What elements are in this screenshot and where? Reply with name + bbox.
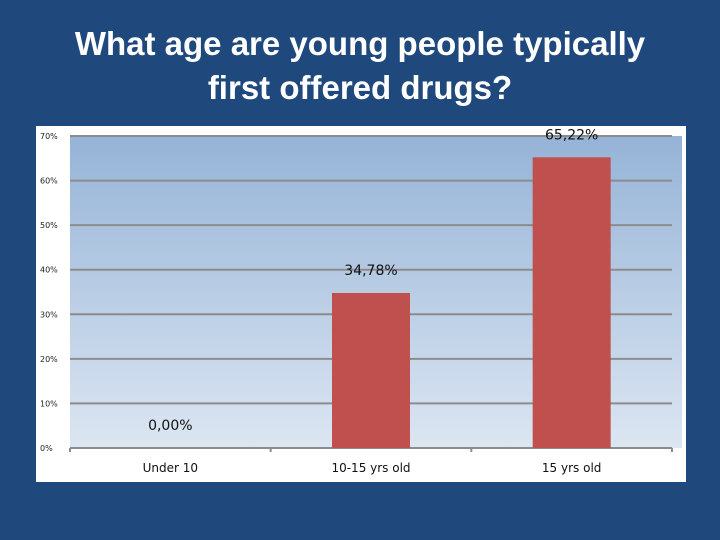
x-category-label: Under 10 [143,461,198,475]
data-label-1: 0,00% [148,418,192,434]
bar-3 [532,157,611,448]
bars [332,157,611,448]
y-tick-label: 20% [40,355,58,364]
x-axis-ticks: Under 10 10-15 yrs old 15 yrs old [69,448,673,475]
slide-title: What age are young people typically firs… [20,22,700,110]
x-category-label: 10-15 yrs old [331,461,410,475]
y-axis-ticks: 0% 10% 20% 30% 40% 50% 60% 70% [40,132,58,453]
slide-title-line-2: first offered drugs? [207,69,513,106]
y-tick-label: 40% [40,266,58,275]
y-tick-label: 10% [40,399,58,408]
y-tick-label: 60% [40,177,58,186]
chart-panel: 0% 10% 20% 30% 40% 50% 60% 70% Under 10 10-15 yr… [36,126,686,482]
y-tick-label: 50% [40,221,58,230]
x-category-label: 15 yrs old [542,461,601,475]
data-label-2: 34,78% [344,263,397,279]
data-label-3: 65,22% [545,127,598,143]
y-tick-label: 70% [40,132,58,141]
data-labels: 0,00% 34,78% 65,22% [148,127,598,434]
y-tick-label: 30% [40,310,58,319]
slide-title-line-1: What age are young people typically [74,25,646,62]
bar-2 [332,292,410,448]
bar-chart: 0% 10% 20% 30% 40% 50% 60% 70% Under 10 10-15 yr… [40,127,682,475]
y-tick-label: 0% [40,444,53,453]
